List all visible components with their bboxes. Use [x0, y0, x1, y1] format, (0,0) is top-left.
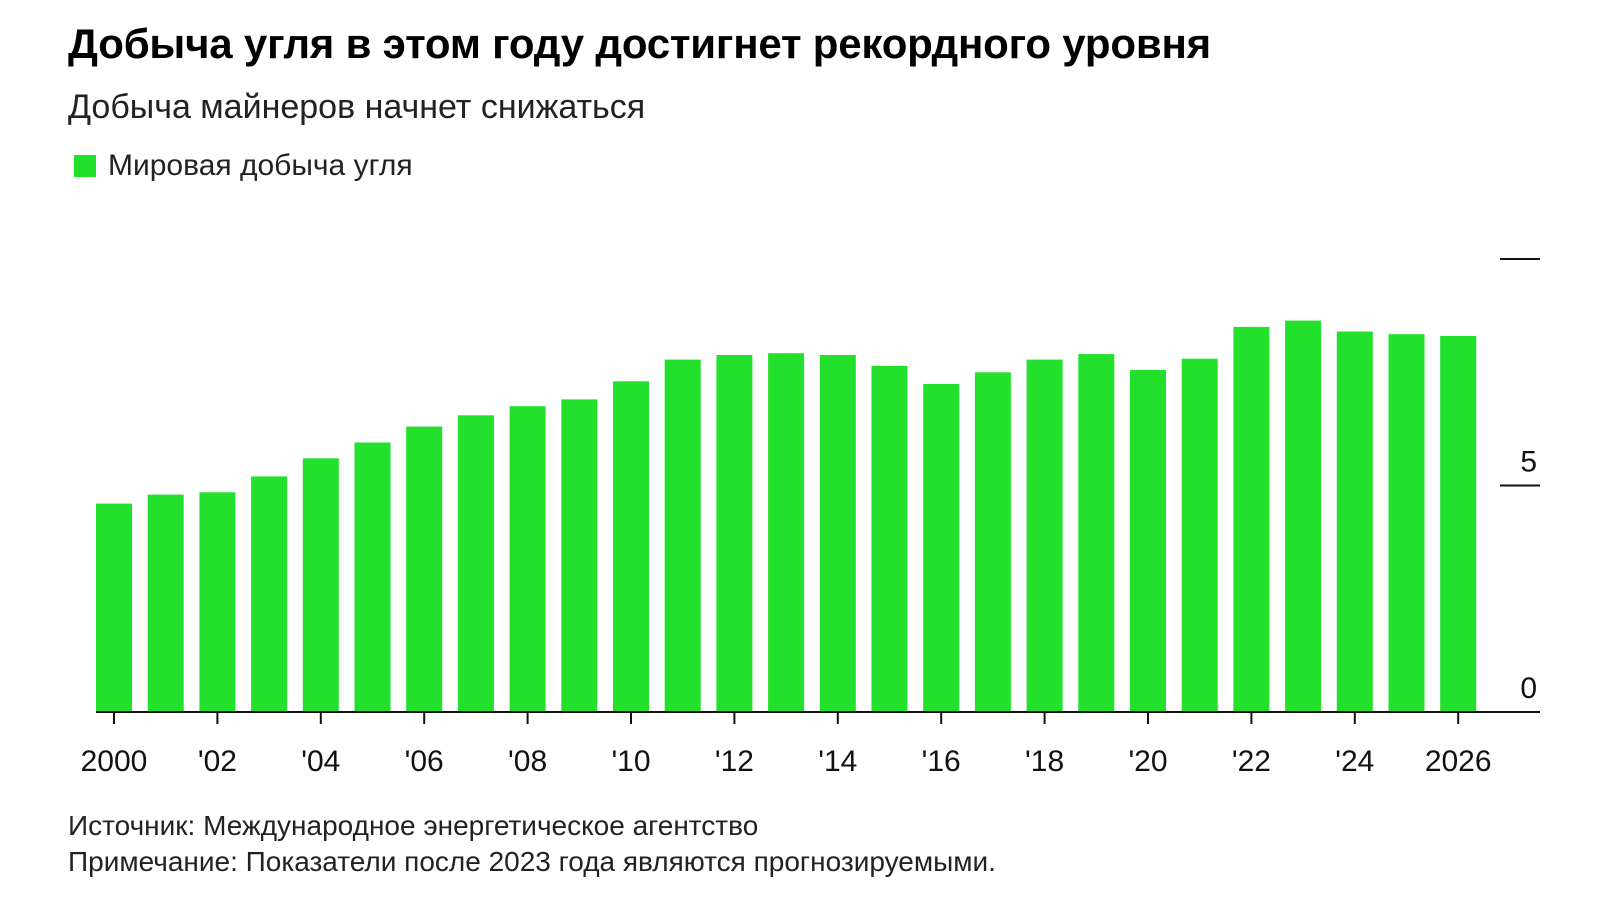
bar-2007 — [457, 415, 494, 712]
bar-2019 — [1078, 354, 1115, 712]
x-tick-label-2016: '16 — [922, 745, 961, 778]
bar-2003 — [251, 476, 288, 712]
y-tick-label-0: 0 — [1520, 672, 1537, 705]
x-tick-label-2000: 2000 — [81, 745, 148, 778]
bar-2015 — [871, 365, 908, 712]
bar-chart: 05 2000'02'04'06'08'10'12'14'16'18'20'22… — [81, 258, 1540, 778]
bar-2020 — [1130, 370, 1166, 712]
bar-2026 — [1440, 336, 1477, 712]
x-tick-label-2024: '24 — [1335, 745, 1374, 778]
bar-2012 — [716, 355, 753, 712]
bar-2025 — [1388, 334, 1425, 712]
bar-2024 — [1336, 331, 1373, 712]
bar-2022 — [1233, 326, 1270, 712]
legend-label: Мировая добыча угля — [108, 149, 413, 182]
bar-2017 — [974, 372, 1011, 713]
chart-title: Добыча угля в этом году достигнет рекорд… — [68, 20, 1211, 67]
bar-2016 — [923, 384, 960, 712]
legend: Мировая добыча угля — [74, 149, 413, 182]
y-tick-label-5: 5 — [1520, 446, 1537, 479]
x-tick-label-2026: 2026 — [1425, 745, 1492, 778]
source-note: Источник: Международное энергетическое а… — [68, 810, 759, 841]
bar-2000 — [96, 503, 132, 712]
bar-2014 — [819, 355, 856, 712]
bar-2004 — [302, 458, 339, 712]
bar-2010 — [613, 381, 649, 712]
forecast-note: Примечание: Показатели после 2023 года я… — [68, 846, 996, 877]
bar-2006 — [406, 426, 443, 712]
bar-2005 — [354, 442, 391, 712]
chart-subtitle: Добыча майнеров начнет снижаться — [68, 88, 646, 126]
bar-2008 — [509, 406, 546, 712]
bars-group — [96, 320, 1477, 713]
bar-2021 — [1181, 358, 1218, 712]
x-tick-label-2010: '10 — [611, 745, 650, 778]
x-tick-label-2022: '22 — [1232, 745, 1271, 778]
x-tick-label-2018: '18 — [1025, 745, 1064, 778]
bar-2001 — [147, 494, 184, 712]
bar-2023 — [1285, 320, 1322, 712]
x-tick-label-2004: '04 — [301, 745, 340, 778]
chart-footer: Источник: Международное энергетическое а… — [68, 808, 996, 880]
bar-2009 — [561, 399, 598, 712]
bar-2002 — [199, 492, 236, 712]
x-tick-label-2020: '20 — [1128, 745, 1167, 778]
x-tick-label-2006: '06 — [405, 745, 444, 778]
legend-swatch — [74, 155, 96, 177]
bar-2011 — [664, 359, 701, 712]
x-tick-label-2012: '12 — [715, 745, 754, 778]
x-tick-label-2008: '08 — [508, 745, 547, 778]
x-tick-label-2002: '02 — [198, 745, 237, 778]
bar-2018 — [1026, 359, 1063, 712]
x-axis: 2000 '02 '04 '06 '08 '10 '12 '14 '16 '18 '20 '22 '24… — [81, 711, 1540, 778]
bar-2013 — [768, 353, 805, 712]
y-axis: 05 — [1500, 258, 1540, 705]
x-tick-label-2014: '14 — [818, 745, 857, 778]
